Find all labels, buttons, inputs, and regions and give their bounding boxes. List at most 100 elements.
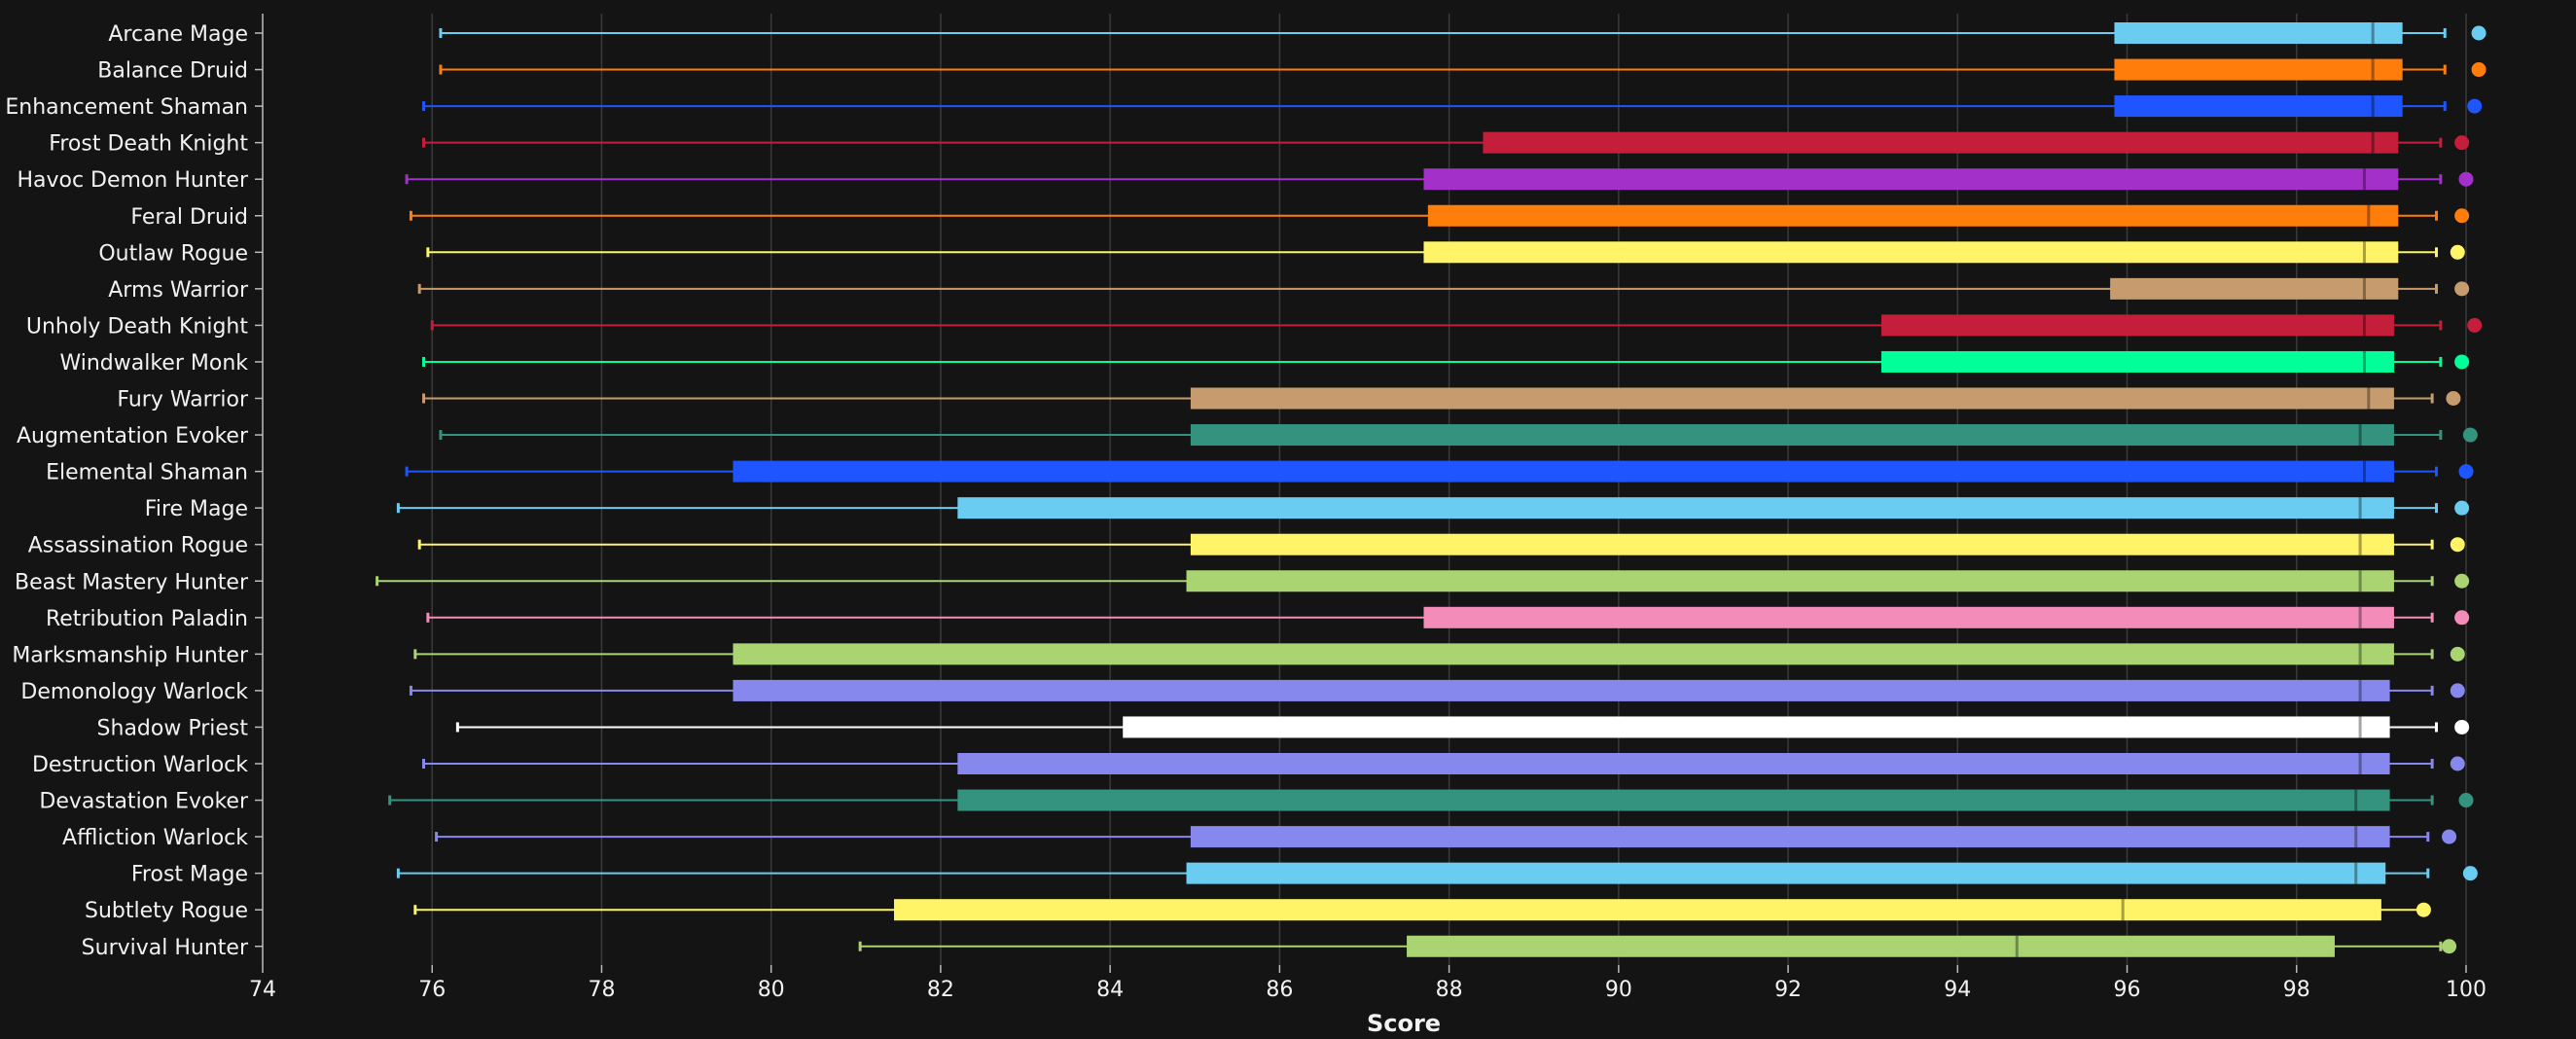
outlier-point: [2454, 573, 2470, 589]
box: [1427, 204, 2399, 227]
outlier-point: [2471, 62, 2487, 78]
box: [957, 789, 2390, 811]
category-label: Subtlety Rogue: [85, 899, 248, 923]
outlier-point: [2467, 98, 2483, 114]
outlier-point: [2458, 171, 2474, 187]
outlier-point: [2454, 610, 2470, 626]
outlier-point: [2454, 135, 2470, 151]
category-label: Enhancement Shaman: [5, 95, 248, 120]
outlier-point: [2454, 500, 2470, 516]
category-label: Retribution Paladin: [46, 607, 248, 631]
x-tick-label-78: 78: [588, 978, 615, 1002]
box: [1423, 606, 2394, 628]
category-label: Assassination Rogue: [28, 534, 248, 558]
outlier-point: [2442, 939, 2457, 954]
category-label: Marksmanship Hunter: [12, 643, 249, 667]
outlier-point: [2454, 354, 2470, 370]
box: [1190, 533, 2394, 555]
box: [1880, 350, 2394, 373]
outlier-point: [2462, 866, 2478, 881]
x-tick-label-84: 84: [1096, 978, 1124, 1002]
outlier-point: [2450, 756, 2465, 771]
grid-lines: [431, 14, 2467, 965]
x-tick-label-74: 74: [249, 978, 276, 1002]
outlier-point: [2446, 391, 2461, 406]
x-tick-label-76: 76: [418, 978, 446, 1002]
x-tick-label-86: 86: [1266, 978, 1293, 1002]
x-tick-label-100: 100: [2446, 978, 2487, 1002]
x-tick-label-98: 98: [2283, 978, 2310, 1002]
outlier-point: [2454, 281, 2470, 297]
box: [2114, 95, 2403, 118]
category-label: Destruction Warlock: [32, 753, 248, 777]
outlier-point: [2450, 244, 2465, 260]
box: [1423, 241, 2399, 264]
plot-series: [376, 22, 2487, 957]
box: [957, 753, 2390, 774]
outlier-point: [2450, 646, 2465, 662]
axes: [255, 14, 2467, 973]
outlier-point: [2454, 208, 2470, 224]
outlier-point: [2458, 793, 2474, 808]
box: [1190, 826, 2390, 848]
category-label: Shadow Priest: [97, 716, 249, 740]
category-label: Survival Hunter: [82, 936, 249, 960]
box: [1880, 314, 2394, 337]
box: [2114, 22, 2403, 44]
outlier-point: [2471, 25, 2487, 41]
box: [957, 497, 2394, 520]
box: [1186, 862, 2386, 884]
category-label: Unholy Death Knight: [26, 314, 248, 339]
category-label: Balance Druid: [97, 59, 248, 84]
category-label: Demonology Warlock: [20, 680, 248, 704]
category-label: Frost Mage: [131, 863, 248, 887]
outlier-point: [2467, 317, 2483, 333]
category-label: Fury Warrior: [117, 388, 249, 412]
outlier-point: [2450, 683, 2465, 699]
outlier-point: [2415, 902, 2431, 917]
category-label: Havoc Demon Hunter: [17, 168, 248, 193]
category-label: Fire Mage: [145, 497, 248, 521]
category-label: Elemental Shaman: [46, 461, 248, 485]
category-label: Augmentation Evoker: [17, 424, 249, 448]
category-label: Frost Death Knight: [49, 132, 248, 157]
outlier-point: [2454, 719, 2470, 734]
x-tick-label-94: 94: [1944, 978, 1971, 1002]
box: [1186, 570, 2394, 592]
box: [1190, 424, 2394, 447]
x-tick-label-90: 90: [1605, 978, 1632, 1002]
box: [1123, 716, 2390, 738]
category-label: Outlaw Rogue: [98, 241, 248, 266]
box: [733, 460, 2394, 483]
outlier-point: [2458, 464, 2474, 480]
category-label: Devastation Evoker: [39, 790, 249, 814]
category-label: Affliction Warlock: [62, 826, 248, 850]
box: [1407, 935, 2335, 957]
box: [1423, 168, 2399, 191]
x-tick-label-92: 92: [1774, 978, 1802, 1002]
box: [2110, 277, 2399, 300]
x-tick-label-82: 82: [927, 978, 954, 1002]
box: [733, 643, 2394, 665]
box: [1190, 387, 2394, 410]
outlier-point: [2462, 427, 2478, 443]
box: [2114, 58, 2403, 81]
category-label: Arcane Mage: [108, 22, 248, 47]
box: [894, 899, 2381, 921]
category-label: Arms Warrior: [108, 278, 249, 303]
outlier-point: [2442, 829, 2457, 844]
box: [733, 679, 2390, 701]
x-tick-labels: 74 76 78 80 82 84 86 88 90 92 94 96 98 100: [249, 978, 2487, 1002]
x-axis-title: Score: [1367, 1010, 1441, 1037]
box: [1483, 131, 2399, 154]
x-tick-label-88: 88: [1436, 978, 1463, 1002]
category-label: Windwalker Monk: [59, 351, 248, 376]
category-label: Beast Mastery Hunter: [15, 570, 249, 594]
category-label: Feral Druid: [130, 205, 248, 230]
x-tick-label-96: 96: [2114, 978, 2141, 1002]
outlier-point: [2450, 537, 2465, 553]
category-labels: Arcane Mage Balance Druid Enhancement Sham…: [5, 22, 249, 960]
x-tick-label-80: 80: [758, 978, 785, 1002]
